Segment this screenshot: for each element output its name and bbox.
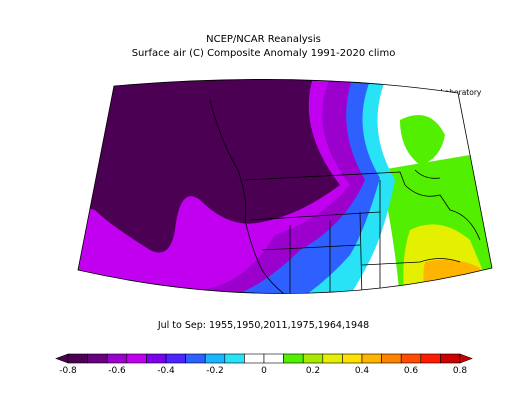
colorbar-tick-label: 0.6 [403,366,419,376]
colorbar-swatch [87,353,108,364]
colorbar-swatch [126,353,147,364]
colorbar-swatch [342,353,363,364]
colorbar-swatch [400,353,422,364]
positive-anomaly-north [400,115,445,165]
colorbar-swatch [106,353,128,364]
strong-negative-core [78,79,340,253]
colorbar-tick-label: -0.6 [108,366,126,376]
colorbar-swatch [204,353,226,364]
colorbar-swatch [185,353,206,364]
colorbar-swatch [381,353,402,364]
colorbar-swatch [165,353,186,364]
chart-title: NCEP/NCAR Reanalysis [206,34,321,45]
colorbar-tick-label: 0.8 [452,366,468,376]
colorbar-swatch [420,353,441,364]
colorbar-tick-label: 0 [261,366,267,376]
period-label: Jul to Sep: 1955,1950,2011,1975,1964,194… [157,320,370,331]
colorbar-swatch [67,353,88,364]
colorbar-swatch [244,353,265,364]
chart-subtitle: Surface air (C) Composite Anomaly 1991-2… [131,48,396,59]
colorbar-swatch [440,353,461,364]
political-borders [209,99,481,294]
colorbar-min-arrow [55,353,69,364]
colorbar-swatch [322,353,343,364]
colorbar-tick-label: -0.2 [206,366,224,376]
map-frame [77,79,493,294]
colorbar-tick-label: 0.2 [305,366,321,376]
colorbar-tick-label: -0.4 [157,366,175,376]
colorbar-swatch [146,353,167,364]
colorbar-tick-label: -0.8 [59,366,77,376]
colorbar-max-arrow [459,353,473,364]
colorbar-swatch [302,353,324,364]
colorbar-swatch [283,353,304,364]
colorbar-tick-label: 0.4 [354,366,370,376]
colorbar-swatch [361,353,382,364]
colorbar-swatch [263,353,284,364]
colorbar-swatch [224,353,245,364]
